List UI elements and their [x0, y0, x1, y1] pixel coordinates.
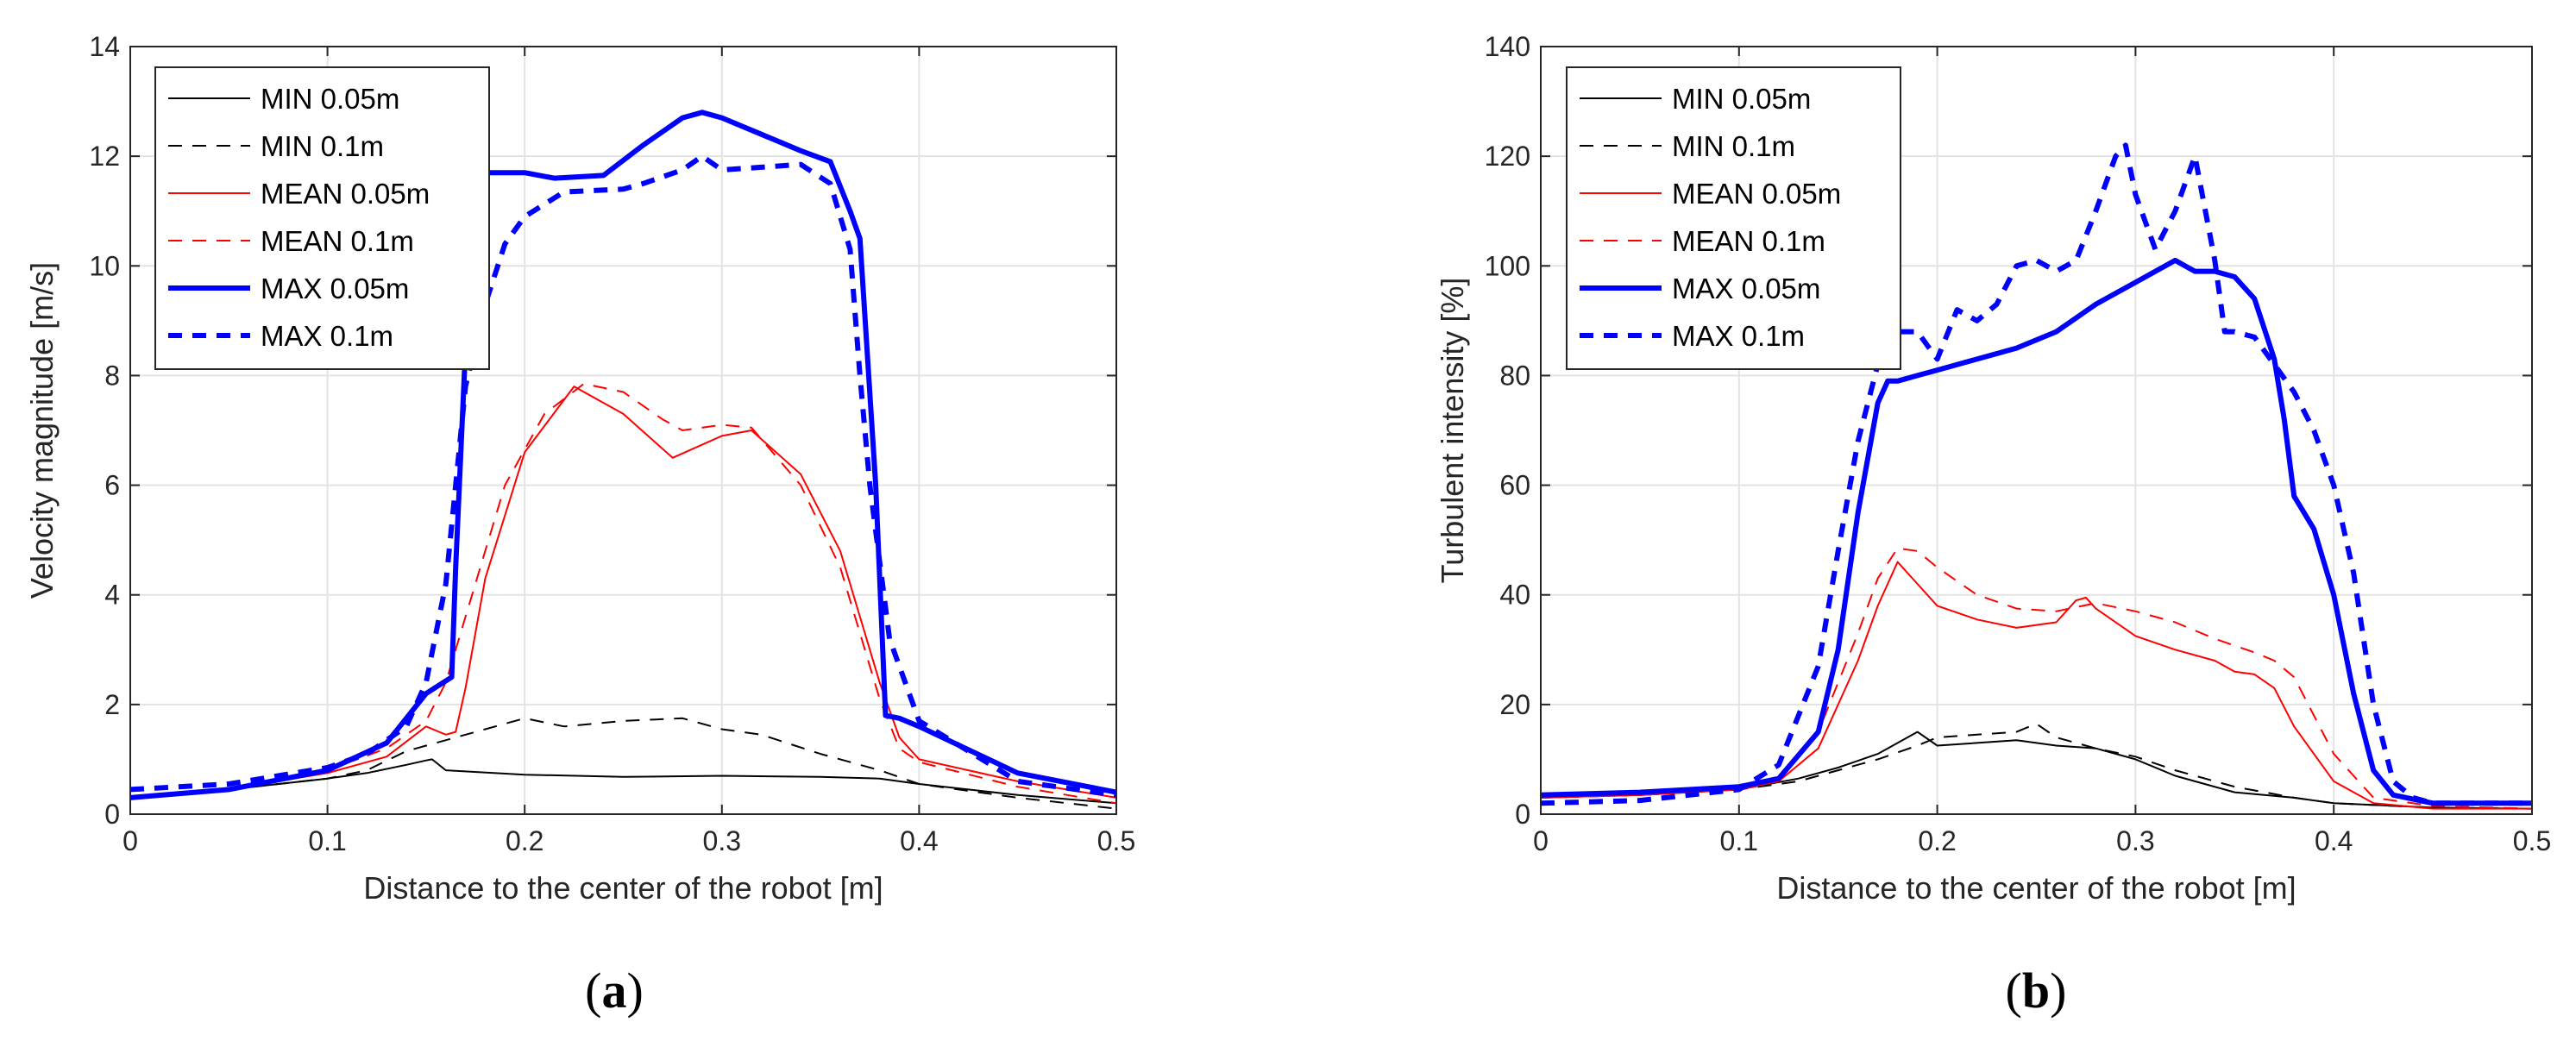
caption-letter: b: [2022, 963, 2050, 1019]
legend-label: MEAN 0.05m: [261, 178, 430, 210]
chart-turbulent-intensity: 0 0.1 0.2 0.3 0.4 0.5 0 20 40 60 80 100 120 140 Dist…: [1435, 31, 2551, 1019]
caption-close-paren: ): [627, 963, 644, 1019]
caption-a: (a): [585, 963, 644, 1019]
caption-b: (b): [2006, 963, 2067, 1019]
legend-label: MAX 0.1m: [1672, 320, 1805, 352]
y-tick-label: 4: [104, 580, 120, 611]
y-tick-label: 6: [104, 470, 120, 501]
x-tick-label: 0.4: [900, 825, 938, 856]
series-line-min-0-1m: [1540, 723, 2533, 810]
legend-box: [1566, 66, 1901, 370]
y-axis-label: Velocity magnitude [m/s]: [24, 262, 60, 599]
series-line-min-0-05m: [129, 758, 1117, 805]
caption-letter: a: [602, 963, 627, 1019]
y-tick-label: 140: [1485, 31, 1530, 62]
x-tick-label: 0.1: [1720, 825, 1758, 856]
series-line-min-0-1m: [129, 717, 1117, 810]
legend-label: MEAN 0.1m: [261, 225, 414, 257]
y-tick-label: 10: [89, 250, 120, 281]
y-tick-label: 8: [104, 360, 120, 391]
y-tick-labels: 0 2 4 6 8 10 12 14: [89, 31, 120, 830]
series-line-max-0-05m: [129, 110, 1117, 800]
legend-label: MAX 0.1m: [261, 320, 393, 352]
y-tick-label: 120: [1485, 141, 1530, 172]
plot-frame: [129, 46, 1117, 815]
y-tick-label: 100: [1485, 250, 1530, 281]
series-line-mean-0-05m: [129, 386, 1117, 799]
legend: MIN 0.05m MIN 0.1m MEAN 0.05m MEAN 0.1m MAX …: [154, 66, 490, 370]
legend-box: [154, 66, 490, 370]
legend-label: MEAN 0.05m: [1672, 178, 1841, 210]
y-tick-label: 80: [1499, 360, 1530, 391]
x-tick-label: 0.5: [1097, 825, 1135, 856]
tick-marks: [129, 46, 1117, 815]
y-tick-label: 14: [89, 31, 120, 62]
series-line-mean-0-1m: [1540, 547, 2533, 810]
y-tick-label: 20: [1499, 689, 1530, 720]
series-line-max-0-05m: [1540, 257, 2532, 806]
x-tick-label: 0.2: [506, 825, 543, 856]
series-group: [129, 110, 1117, 810]
legend-label: MAX 0.05m: [261, 273, 409, 304]
series-line-mean-0-05m: [1540, 561, 2532, 810]
legend: MIN 0.05m MIN 0.1m MEAN 0.05m MEAN 0.1m MAX …: [1566, 66, 1901, 370]
series-line-max-0-1m: [129, 154, 1117, 798]
x-axis-label: Distance to the center of the robot [m]: [363, 870, 883, 906]
x-tick-labels: 0 0.1 0.2 0.3 0.4 0.5: [1533, 825, 2551, 856]
y-tick-labels: 0 20 40 60 80 100 120 140: [1485, 31, 1530, 830]
legend-label: MIN 0.05m: [261, 83, 399, 115]
series-line-mean-0-1m: [129, 383, 1117, 805]
x-tick-label: 0.3: [2116, 825, 2154, 856]
legend-label: MIN 0.05m: [1672, 83, 1811, 115]
plot-frame: [1540, 46, 2533, 815]
y-tick-label: 0: [104, 799, 120, 830]
caption-open-paren: (: [2006, 963, 2022, 1019]
caption-open-paren: (: [585, 963, 601, 1019]
y-tick-label: 12: [89, 141, 120, 172]
y-tick-label: 2: [104, 689, 120, 720]
caption-close-paren: ): [2050, 963, 2066, 1019]
chart-velocity-magnitude: 0 0.1 0.2 0.3 0.4 0.5 0 2 4 6 8 10 12 14 Distance to…: [24, 31, 1135, 1019]
y-axis-label: Turbulent intensity [%]: [1435, 278, 1470, 584]
y-tick-label: 60: [1499, 470, 1530, 501]
legend-label: MIN 0.1m: [261, 130, 384, 162]
x-tick-label: 0.1: [308, 825, 346, 856]
x-tick-label: 0: [123, 825, 138, 856]
x-axis-label: Distance to the center of the robot [m]: [1776, 870, 2296, 906]
y-tick-label: 40: [1499, 580, 1530, 611]
legend-label: MAX 0.05m: [1672, 273, 1820, 304]
y-tick-label: 0: [1515, 799, 1530, 830]
series-line-max-0-1m: [1540, 142, 2532, 806]
legend-label: MEAN 0.1m: [1672, 225, 1825, 257]
legend-label: MIN 0.1m: [1672, 130, 1795, 162]
x-tick-label: 0.3: [703, 825, 741, 856]
x-tick-label: 0.5: [2513, 825, 2551, 856]
tick-marks: [1540, 46, 2533, 815]
x-tick-label: 0.2: [1918, 825, 1956, 856]
x-tick-labels: 0 0.1 0.2 0.3 0.4 0.5: [123, 825, 1135, 856]
series-group: [1540, 142, 2533, 810]
x-tick-label: 0: [1533, 825, 1549, 856]
x-tick-label: 0.4: [2315, 825, 2353, 856]
